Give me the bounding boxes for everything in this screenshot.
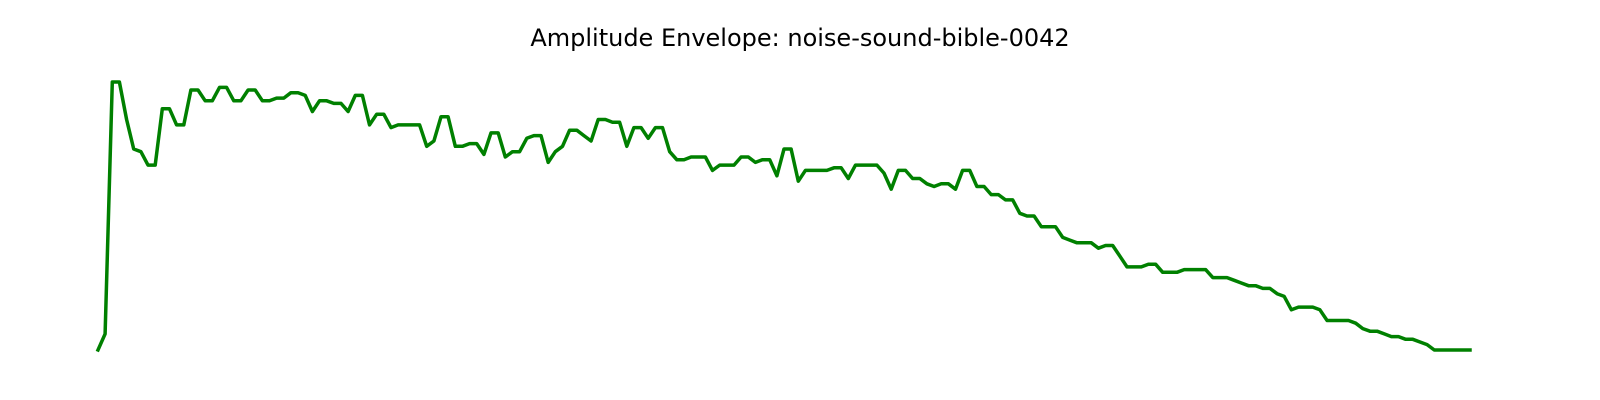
- plot-area: [95, 80, 1472, 353]
- chart-title: Amplitude Envelope: noise-sound-bible-00…: [530, 24, 1070, 52]
- envelope-series-line: [95, 80, 1472, 353]
